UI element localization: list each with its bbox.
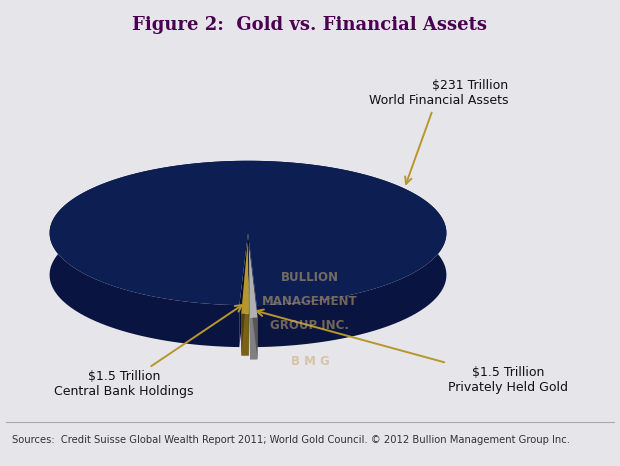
Polygon shape [249, 246, 257, 359]
Polygon shape [248, 241, 249, 356]
Text: Sources:  Credit Suisse Global Wealth Report 2011; World Gold Council. © 2012 Bu: Sources: Credit Suisse Global Wealth Rep… [12, 435, 570, 445]
Text: $231 Trillion
World Financial Assets: $231 Trillion World Financial Assets [369, 79, 508, 184]
Polygon shape [241, 241, 248, 356]
Polygon shape [250, 317, 257, 360]
Text: Figure 2:  Gold vs. Financial Assets: Figure 2: Gold vs. Financial Assets [133, 16, 487, 34]
Polygon shape [241, 241, 249, 314]
Text: $1.5 Trillion
Central Bank Holdings: $1.5 Trillion Central Bank Holdings [55, 305, 242, 398]
Polygon shape [239, 233, 248, 347]
Text: B M G: B M G [291, 355, 329, 368]
Polygon shape [248, 233, 257, 347]
Polygon shape [249, 246, 257, 318]
Text: BULLION: BULLION [281, 271, 339, 284]
Polygon shape [50, 161, 446, 347]
Polygon shape [50, 161, 446, 305]
Polygon shape [241, 314, 249, 356]
Text: GROUP INC.: GROUP INC. [270, 319, 350, 332]
Polygon shape [249, 246, 250, 360]
Text: MANAGEMENT: MANAGEMENT [262, 295, 358, 308]
Text: $1.5 Trillion
Privately Held Gold: $1.5 Trillion Privately Held Gold [257, 309, 569, 394]
